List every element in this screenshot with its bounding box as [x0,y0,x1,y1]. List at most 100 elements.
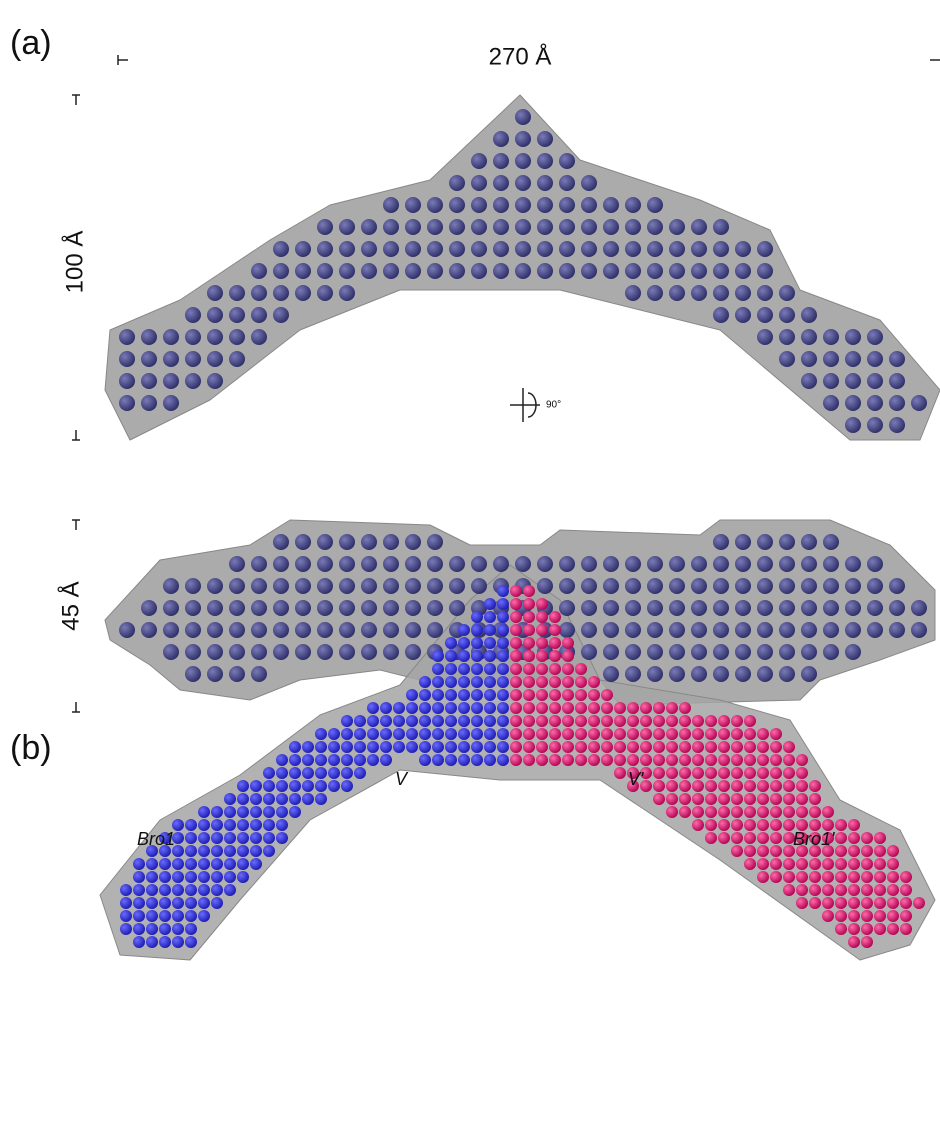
sphere [471,624,483,636]
sphere [559,600,575,616]
sphere [497,663,509,675]
sphere [354,754,366,766]
sphere [510,611,522,623]
sphere [276,819,288,831]
sphere [237,832,249,844]
sphere [718,741,730,753]
sphere [809,897,821,909]
sphere [822,858,834,870]
sphere [276,780,288,792]
sphere [445,650,457,662]
sphere [163,351,179,367]
sphere [614,754,626,766]
sphere [207,578,223,594]
sphere [263,767,275,779]
sphere [614,767,626,779]
sphere [887,910,899,922]
sphere [647,622,663,638]
sphere [198,806,210,818]
sphere [713,219,729,235]
sphere [705,806,717,818]
sphere [647,578,663,594]
sphere [874,923,886,935]
sphere [224,858,236,870]
sphere [229,351,245,367]
sphere [273,534,289,550]
sphere [405,622,421,638]
sphere [405,241,421,257]
sphere [295,285,311,301]
sphere [647,197,663,213]
sphere [361,219,377,235]
sphere [627,728,639,740]
sphere [887,845,899,857]
sphere [133,910,145,922]
sphere [251,644,267,660]
sphere [770,858,782,870]
sphere [523,741,535,753]
sphere [367,741,379,753]
sphere [770,819,782,831]
sphere [796,793,808,805]
sphere [427,219,443,235]
sphere [405,534,421,550]
sphere [562,754,574,766]
sphere [317,534,333,550]
sphere [614,702,626,714]
sphere [133,871,145,883]
sphere [497,624,509,636]
sphere [669,285,685,301]
sphere [471,197,487,213]
sphere [640,715,652,727]
sphere [718,754,730,766]
sphere [796,806,808,818]
sphere [317,644,333,660]
sphere [471,263,487,279]
sphere [744,741,756,753]
sphere [718,832,730,844]
sphere [575,676,587,688]
sphere [432,741,444,753]
sphere [601,689,613,701]
sphere [679,702,691,714]
sphere [770,806,782,818]
sphere [731,832,743,844]
sphere [627,702,639,714]
sphere [419,676,431,688]
sphere [185,600,201,616]
sphere [549,689,561,701]
sphere [317,241,333,257]
sphere [796,858,808,870]
sphere [874,832,886,844]
sphere [845,600,861,616]
sphere [484,611,496,623]
sphere [133,884,145,896]
sphere [735,285,751,301]
sphere [484,702,496,714]
sphere [823,351,839,367]
sphere [449,556,465,572]
sphere [289,780,301,792]
sphere [757,871,769,883]
sphere [427,578,443,594]
sphere [497,585,509,597]
sphere [848,884,860,896]
sphere [845,556,861,572]
sphere [419,728,431,740]
sphere [536,637,548,649]
sphere [900,884,912,896]
sphere [445,637,457,649]
sphere [823,534,839,550]
sphere [744,793,756,805]
sphere [471,689,483,701]
sphere [536,663,548,675]
sphere [666,741,678,753]
sphere [328,741,340,753]
sphere [229,644,245,660]
sphere [510,624,522,636]
sphere [581,600,597,616]
sphere [163,622,179,638]
sphere [669,263,685,279]
sphere [823,329,839,345]
sphere [731,715,743,727]
